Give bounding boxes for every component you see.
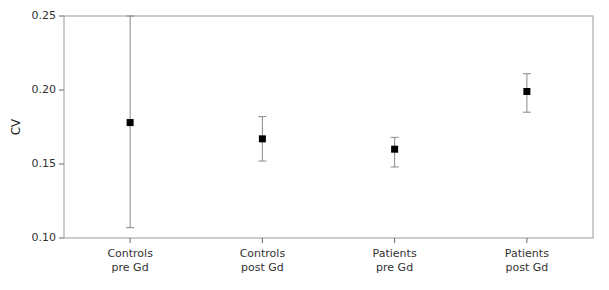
- error-bar-group: [523, 74, 531, 112]
- chart: 0.100.150.200.25CVControlspre GdControls…: [0, 0, 609, 290]
- error-bar: [126, 16, 134, 228]
- y-tick-label: 0.20: [32, 83, 57, 96]
- x-tick-label: Patientspost Gd: [505, 247, 549, 274]
- x-tick-label: Patientspre Gd: [373, 247, 417, 274]
- error-bar: [391, 137, 399, 167]
- y-tick: [59, 90, 64, 91]
- x-tick: [130, 238, 131, 243]
- y-tick-label: 0.10: [32, 231, 57, 244]
- marker: [127, 119, 134, 126]
- x-axis: Controlspre Gd Controlspost Gd Patientspre…: [107, 238, 549, 274]
- error-bar-group: [258, 117, 266, 161]
- marks: [126, 16, 531, 228]
- y-tick: [59, 16, 64, 17]
- plot-frame: [64, 16, 593, 238]
- y-axis-label: CV: [9, 118, 23, 135]
- y-tick: [59, 238, 64, 239]
- error-bar-group: [126, 16, 134, 228]
- x-tick: [526, 238, 527, 243]
- y-tick-label: 0.25: [32, 9, 57, 22]
- x-tick: [394, 238, 395, 243]
- marker: [391, 146, 398, 153]
- y-tick-label: 0.15: [32, 157, 57, 170]
- x-tick-label: Controlspost Gd: [240, 247, 286, 274]
- y-tick: [59, 164, 64, 165]
- y-axis: 0.10 0.15 0.20 0.25: [32, 9, 65, 244]
- x-tick-label: Controlspre Gd: [107, 247, 153, 274]
- error-bar-group: [391, 137, 399, 167]
- marker: [523, 88, 530, 95]
- x-tick: [262, 238, 263, 243]
- marker: [259, 135, 266, 142]
- error-bar: [258, 117, 266, 161]
- error-bar: [523, 74, 531, 112]
